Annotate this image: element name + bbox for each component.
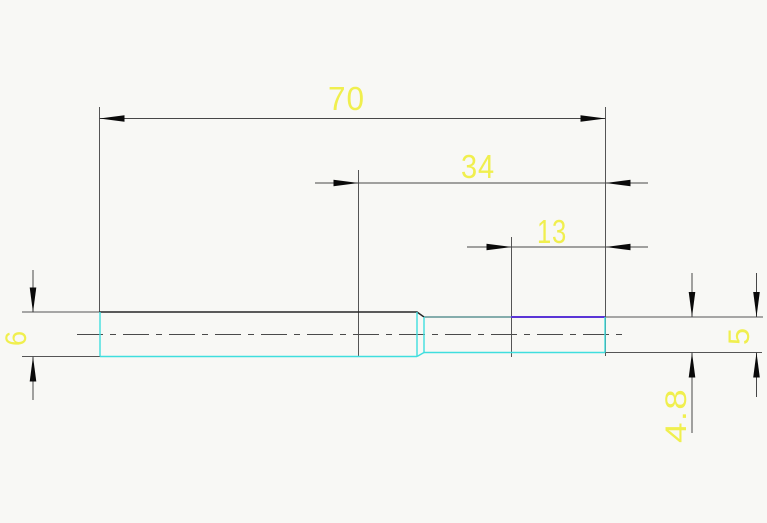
dim-text-70: 70 (328, 80, 365, 117)
arrowhead-4-8-top (688, 292, 696, 317)
arrowhead-6-top (29, 287, 37, 313)
dimension-4-8: 4.8 (660, 273, 696, 443)
dimension-13: 13 (467, 213, 648, 251)
dim-text-34: 34 (461, 148, 495, 185)
dim-text-6: 6 (0, 330, 33, 346)
shaft-outline (99, 311, 606, 358)
arrowhead-34-left (333, 179, 359, 187)
arrowhead-13-left (486, 243, 512, 251)
arrowhead-13-right (605, 243, 631, 251)
shaft-bottom-chamfer (416, 351, 425, 358)
arrowhead-5-top (753, 292, 760, 317)
arrowhead-34-right (605, 179, 631, 187)
dimension-5: 5 (723, 273, 760, 397)
dimension-70: 70 (99, 80, 606, 122)
shaft-cyan-outline (99, 312, 606, 358)
arrowhead-70-right (580, 115, 606, 122)
extension-lines (22, 107, 763, 357)
arrowhead-70-left (99, 115, 125, 122)
arrowhead-4-8-bottom (688, 352, 696, 378)
dimension-34: 34 (315, 148, 648, 187)
dim-text-13: 13 (537, 213, 567, 250)
arrowhead-5-bottom (753, 352, 760, 378)
dim-text-4-8: 4.8 (660, 388, 693, 443)
arrowhead-6-bottom (29, 356, 37, 382)
dim-text-5: 5 (723, 327, 756, 345)
dimension-6: 6 (0, 270, 37, 400)
